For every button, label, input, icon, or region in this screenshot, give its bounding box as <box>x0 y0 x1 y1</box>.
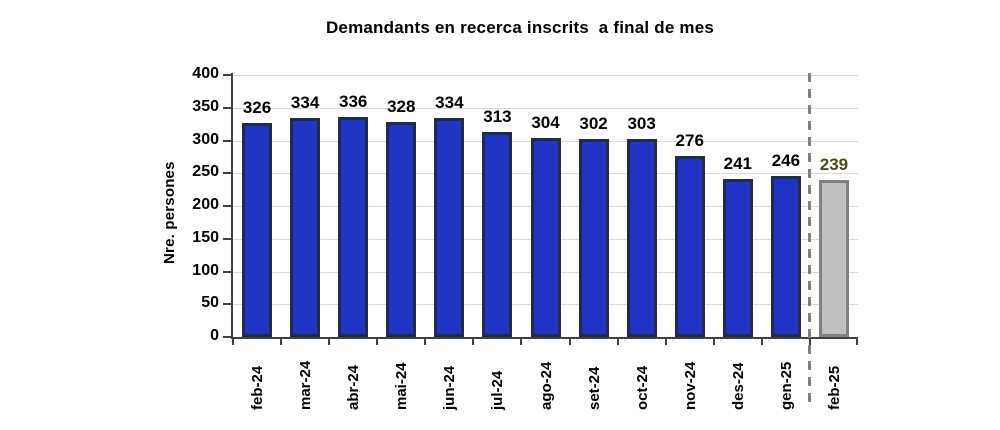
x-tick-mark <box>472 339 475 345</box>
bar-nov-24 <box>674 156 705 337</box>
x-tick-mark <box>328 339 331 345</box>
x-tick-label-feb-24: feb-24 <box>249 365 267 410</box>
y-tick-mark <box>223 74 231 76</box>
x-tick-mark <box>232 339 234 345</box>
bar-oct-24 <box>626 138 657 337</box>
y-tick-label-150: 150 <box>192 228 219 246</box>
bar-value-ago-24: 304 <box>531 112 560 132</box>
bar-value-feb-24: 326 <box>242 98 272 118</box>
bar-value-nov-24: 276 <box>675 131 704 151</box>
gridline-400 <box>233 75 858 76</box>
y-tick-mark <box>223 172 231 175</box>
x-tick-mark <box>280 339 283 345</box>
bar-abr-24 <box>338 116 369 337</box>
y-tick-mark <box>223 303 231 306</box>
y-tick-mark <box>223 336 231 338</box>
bar-feb-25 <box>818 180 849 337</box>
x-tick-label-jul-24: jul-24 <box>489 370 507 410</box>
x-tick-label-mai-24: mai-24 <box>393 362 411 410</box>
chart-title: Demandants en recerca inscrits a final d… <box>325 18 715 37</box>
x-tick-label-des-24: des-24 <box>729 362 747 410</box>
bar-ago-24 <box>530 137 561 337</box>
x-tick-mark <box>712 339 715 345</box>
x-tick-mark <box>424 339 427 345</box>
y-tick-label-350: 350 <box>192 97 219 115</box>
x-tick-mark <box>376 339 379 345</box>
y-tick-mark <box>223 139 231 142</box>
bar-gen-25 <box>770 175 801 337</box>
x-tick-mark <box>616 339 619 345</box>
y-tick-mark <box>223 106 231 109</box>
bar-des-24 <box>722 179 753 337</box>
x-tick-label-mar-24: mar-24 <box>297 360 315 410</box>
bar-value-mai-24: 328 <box>387 97 416 117</box>
x-tick-label-jun-24: jun-24 <box>441 365 459 410</box>
bar-jun-24 <box>434 118 465 337</box>
x-tick-mark <box>568 339 571 345</box>
plot-area: 326 334 336 328 334 313 304 302 303 276 241 246 239 <box>233 75 858 337</box>
forecast-divider-line <box>808 73 812 405</box>
x-tick-mark <box>520 339 523 345</box>
bar-mar-24 <box>290 118 321 337</box>
y-tick-label-0: 0 <box>210 327 219 344</box>
bar-feb-24 <box>242 123 273 337</box>
x-tick-mark <box>664 339 667 345</box>
bar-jul-24 <box>482 132 513 337</box>
y-axis-line <box>231 73 233 339</box>
bar-mai-24 <box>386 122 417 337</box>
x-tick-mark <box>856 339 858 345</box>
bar-value-set-24: 302 <box>579 114 608 134</box>
x-tick-label-feb-25: feb-25 <box>825 365 843 410</box>
bar-set-24 <box>578 139 609 337</box>
y-tick-mark <box>223 205 231 207</box>
bar-value-jun-24: 334 <box>435 93 464 113</box>
x-tick-label-abr-24: abr-24 <box>345 364 363 410</box>
x-tick-label-ago-24: ago-24 <box>537 361 555 410</box>
bar-value-abr-24: 336 <box>339 91 368 111</box>
y-tick-label-100: 100 <box>192 261 219 279</box>
bar-value-oct-24: 303 <box>627 113 656 133</box>
y-tick-label-50: 50 <box>201 294 219 312</box>
x-tick-label-set-24: set-24 <box>585 366 603 410</box>
gridline-350 <box>233 107 858 109</box>
x-tick-label-oct-24: oct-24 <box>633 365 651 410</box>
bar-value-jul-24: 313 <box>483 107 512 126</box>
bar-value-gen-25: 246 <box>771 150 801 170</box>
y-tick-mark <box>223 237 231 240</box>
x-tick-label-nov-24: nov-24 <box>681 361 699 410</box>
y-tick-mark <box>223 270 231 273</box>
x-tick-mark <box>760 339 763 345</box>
y-tick-label-200: 200 <box>192 196 219 213</box>
x-tick-label-gen-25: gen-25 <box>777 361 795 410</box>
y-tick-label-300: 300 <box>192 130 219 148</box>
x-axis-line <box>231 337 858 339</box>
y-tick-label-250: 250 <box>192 163 219 181</box>
y-tick-label-400: 400 <box>192 65 219 82</box>
bar-value-feb-25: 239 <box>819 155 849 175</box>
bar-value-des-24: 241 <box>723 154 752 174</box>
bar-value-mar-24: 334 <box>290 93 320 113</box>
